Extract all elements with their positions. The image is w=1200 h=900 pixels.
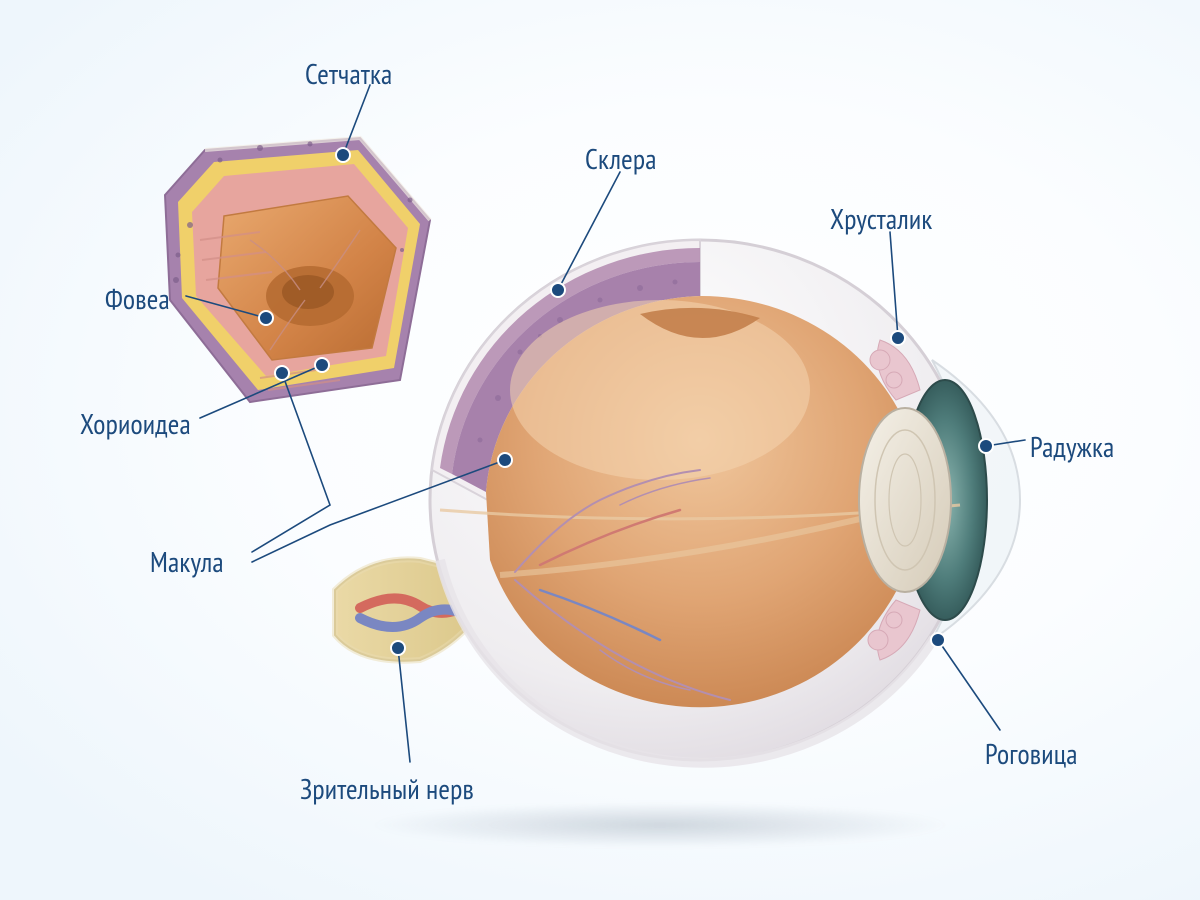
label-choroid: Хориоидеа <box>80 405 191 442</box>
label-macula: Макула <box>150 543 224 580</box>
label-sclera: Склера <box>585 140 657 177</box>
retina-wedge <box>165 138 430 402</box>
label-iris: Радужка <box>1030 428 1114 465</box>
label-nerve: Зрительный нерв <box>300 770 474 807</box>
label-lens: Хрусталик <box>830 200 932 237</box>
diagram-stage: Сетчатка Фовеа Хориоидеа Макула Склера Х… <box>0 0 1200 900</box>
lens <box>859 408 951 592</box>
label-cornea: Роговица <box>985 735 1078 772</box>
label-fovea: Фовеа <box>105 280 170 317</box>
label-retina: Сетчатка <box>305 55 392 92</box>
vitreous-highlight <box>510 300 810 480</box>
eyeball-group <box>335 240 1020 763</box>
